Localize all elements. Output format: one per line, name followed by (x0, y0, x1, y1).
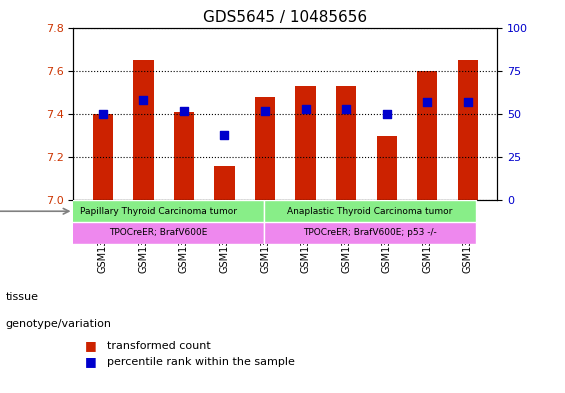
Point (260, 107, 270, 114)
Title: GDS5645 / 10485656: GDS5645 / 10485656 (203, 10, 367, 25)
FancyBboxPatch shape (52, 222, 264, 244)
FancyBboxPatch shape (264, 222, 476, 244)
Point (301, 106, 310, 112)
Text: percentile rank within the sample: percentile rank within the sample (107, 356, 295, 367)
Text: genotype/variation: genotype/variation (6, 319, 112, 329)
Bar (93, 114, 113, 200)
Bar (133, 60, 154, 200)
Point (139, 97, 148, 103)
Text: Papillary Thyroid Carcinoma tumor: Papillary Thyroid Carcinoma tumor (80, 207, 237, 216)
Bar (458, 60, 478, 200)
Text: TPOCreER; BrafV600E; p53 -/-: TPOCreER; BrafV600E; p53 -/- (303, 228, 437, 237)
Bar (295, 86, 316, 200)
Bar (376, 136, 397, 200)
Bar (336, 86, 357, 200)
Bar (174, 112, 194, 200)
Point (342, 106, 351, 112)
Point (180, 107, 189, 114)
Bar (214, 166, 234, 200)
Bar (417, 71, 437, 200)
Point (463, 99, 472, 105)
Text: tissue: tissue (6, 292, 38, 302)
Bar (255, 97, 275, 200)
Text: ■: ■ (85, 355, 97, 368)
Point (220, 132, 229, 138)
FancyBboxPatch shape (52, 200, 264, 222)
Text: Anaplastic Thyroid Carcinoma tumor: Anaplastic Thyroid Carcinoma tumor (288, 207, 453, 216)
FancyBboxPatch shape (264, 200, 476, 222)
Text: transformed count: transformed count (107, 341, 211, 351)
Point (423, 99, 432, 105)
Text: TPOCreER; BrafV600E: TPOCreER; BrafV600E (109, 228, 207, 237)
Point (382, 111, 391, 117)
Text: ■: ■ (85, 339, 97, 353)
Point (98, 111, 107, 117)
